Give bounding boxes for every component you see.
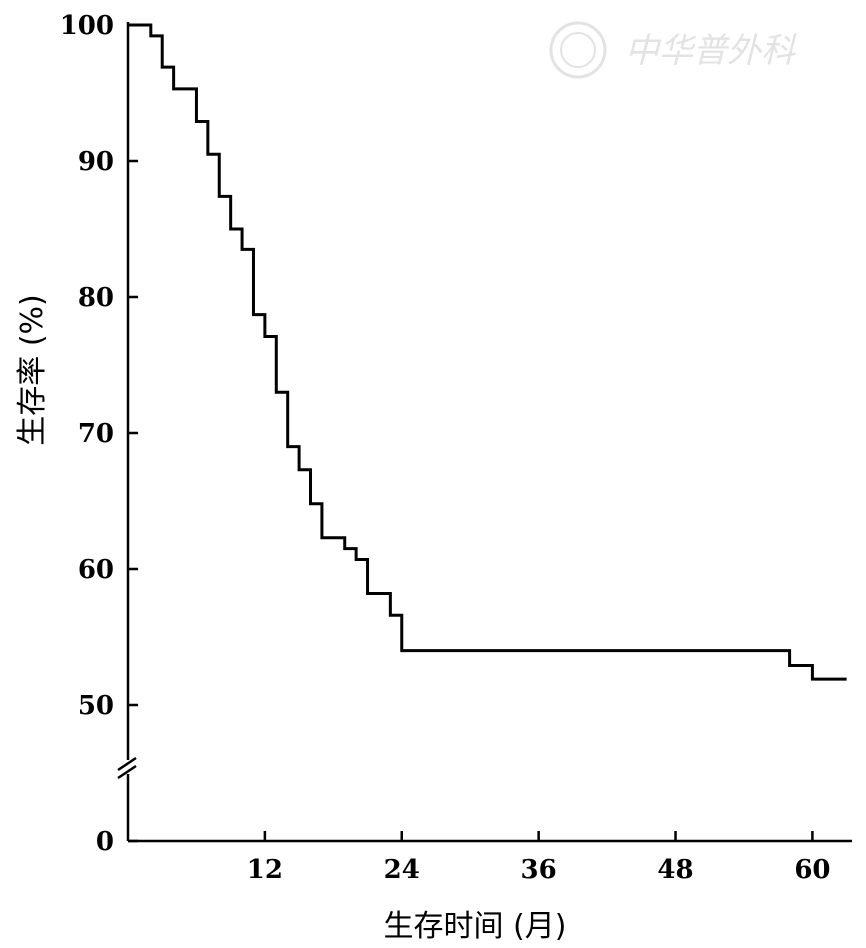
- y-tick-label: 50: [78, 691, 114, 721]
- axis-break-mark-2: [117, 764, 137, 780]
- x-tick-label: 24: [384, 855, 420, 885]
- axes: [117, 22, 852, 843]
- series-group: [128, 23, 847, 681]
- y-tick-label: 100: [60, 11, 114, 41]
- y-tick-label: 60: [78, 555, 114, 585]
- survival-curve: [128, 23, 847, 681]
- x-tick-label: 36: [521, 855, 557, 885]
- x-tick-label: 48: [657, 855, 693, 885]
- y-tick-label: 80: [78, 283, 114, 313]
- y-axis-label: 生存率 (%): [15, 294, 50, 445]
- x-tick-label: 60: [794, 855, 830, 885]
- x-ticks: 12 24 36 48 60: [247, 831, 831, 885]
- axis-break-mark-1: [117, 756, 137, 772]
- y-tick-label: 0: [96, 827, 114, 857]
- y-tick-label: 70: [78, 419, 114, 449]
- watermark-text: 中华普外科: [625, 31, 797, 71]
- watermark-logo: 中华普外科: [549, 21, 797, 79]
- y-ticks: 0 50 60 70 80 90 100: [60, 11, 138, 857]
- y-tick-label: 90: [78, 147, 114, 177]
- x-axis-label: 生存时间 (月): [384, 909, 567, 944]
- x-tick-label: 12: [247, 855, 283, 885]
